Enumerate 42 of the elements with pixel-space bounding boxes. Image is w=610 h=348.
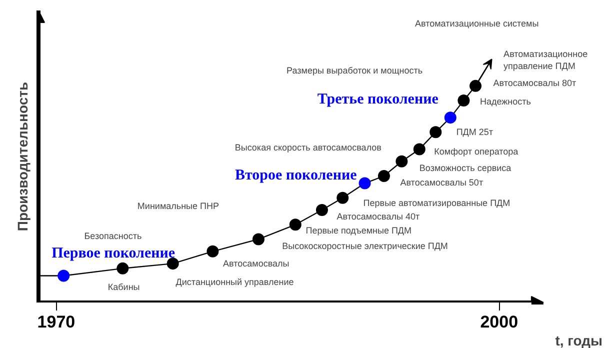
point bbox=[316, 204, 328, 216]
annotation: Дистанционный управление bbox=[176, 277, 294, 288]
point bbox=[358, 177, 371, 190]
annotation: Первые автоматизированные ПДМ bbox=[363, 198, 510, 208]
annotation: Первые подъемные ПДМ bbox=[306, 226, 412, 236]
point bbox=[378, 170, 390, 182]
point bbox=[289, 218, 302, 231]
point bbox=[430, 126, 442, 138]
annotation: Минимальные ПНР bbox=[137, 200, 219, 211]
annotation: Автосамосвалы bbox=[223, 258, 290, 269]
point bbox=[116, 262, 129, 274]
annotation: Высокоскоростные электрические ПДМ bbox=[282, 241, 448, 252]
annotation: Возможность сервиса bbox=[419, 162, 512, 173]
annotation: ПДМ 25т bbox=[456, 127, 494, 138]
series-label: Первое поколение bbox=[52, 246, 176, 262]
point bbox=[166, 258, 179, 270]
y-axis-title: Производительность bbox=[14, 81, 30, 232]
point bbox=[58, 270, 70, 282]
annotation: Безопасность bbox=[84, 230, 142, 241]
x-tick-label: 2000 bbox=[480, 312, 518, 332]
point bbox=[396, 155, 408, 168]
point bbox=[444, 112, 456, 124]
annotation: Автоматизационное управление ПДМ bbox=[504, 49, 588, 72]
point bbox=[458, 94, 470, 107]
point bbox=[413, 143, 426, 156]
x-tick-label: 1970 bbox=[37, 312, 76, 332]
annotation: Надежность bbox=[480, 96, 532, 106]
point bbox=[252, 233, 264, 246]
annotation: Размеры выработок и мощность bbox=[286, 65, 423, 76]
annotation: Кабины bbox=[108, 282, 140, 292]
annotation: Автосамосвалы 40т bbox=[336, 211, 420, 222]
series-label: Третье поколение bbox=[317, 92, 439, 108]
point bbox=[206, 245, 219, 258]
point bbox=[336, 192, 349, 204]
point bbox=[470, 80, 482, 92]
series-label: Второе поколение bbox=[234, 167, 358, 184]
annotation: Автосамосвалы 80т bbox=[493, 78, 576, 88]
annotation: Высокая скорость автосамосвалов bbox=[234, 142, 382, 152]
x-axis-title: t, годы bbox=[555, 332, 603, 348]
annotation: Автосамосвалы 50т bbox=[400, 177, 484, 188]
annotation: Комфорт оператора bbox=[434, 146, 518, 157]
text: Автоматизационные системы bbox=[414, 18, 539, 28]
